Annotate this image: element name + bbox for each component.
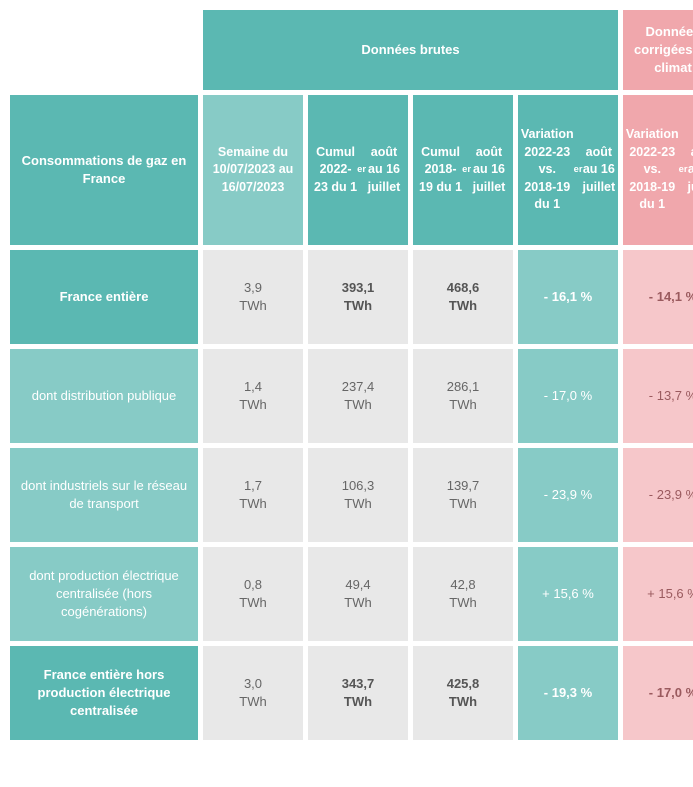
value-number: 343,7 bbox=[342, 675, 375, 693]
col-header-cumul-2223: Cumul 2022-23 du 1er août au 16 juillet bbox=[308, 95, 408, 245]
value-number: 1,7 bbox=[244, 477, 262, 495]
value-cell: 237,4TWh bbox=[308, 349, 408, 443]
value-number: 49,4 bbox=[345, 576, 370, 594]
value-unit: TWh bbox=[344, 495, 371, 513]
value-unit: TWh bbox=[239, 495, 266, 513]
value-number: 286,1 bbox=[447, 378, 480, 396]
variation-raw: - 19,3 % bbox=[518, 646, 618, 740]
col-header-var-raw: Variation 2022-23 vs. 2018-19 du 1er aoû… bbox=[518, 95, 618, 245]
value-number: 237,4 bbox=[342, 378, 375, 396]
value-unit: TWh bbox=[449, 396, 476, 414]
value-cell: 286,1TWh bbox=[413, 349, 513, 443]
value-cell: 425,8TWh bbox=[413, 646, 513, 740]
variation-corrected: - 23,9 % bbox=[623, 448, 693, 542]
variation-corrected: + 15,6 % bbox=[623, 547, 693, 641]
value-cell: 393,1TWh bbox=[308, 250, 408, 344]
value-number: 139,7 bbox=[447, 477, 480, 495]
value-cell: 139,7TWh bbox=[413, 448, 513, 542]
value-number: 3,9 bbox=[244, 279, 262, 297]
variation-corrected: - 13,7 % bbox=[623, 349, 693, 443]
value-unit: TWh bbox=[239, 297, 266, 315]
value-cell: 3,9TWh bbox=[203, 250, 303, 344]
value-cell: 468,6TWh bbox=[413, 250, 513, 344]
value-cell: 106,3TWh bbox=[308, 448, 408, 542]
row-label: France entière hors production électriqu… bbox=[10, 646, 198, 740]
value-cell: 42,8TWh bbox=[413, 547, 513, 641]
variation-raw: - 17,0 % bbox=[518, 349, 618, 443]
value-cell: 49,4TWh bbox=[308, 547, 408, 641]
col-header-var-corr: Variation 2022-23 vs. 2018-19 du 1er aoû… bbox=[623, 95, 693, 245]
value-number: 3,0 bbox=[244, 675, 262, 693]
value-cell: 3,0TWh bbox=[203, 646, 303, 740]
value-number: 1,4 bbox=[244, 378, 262, 396]
header-donnees-corrigees: Données corrigées du climat bbox=[623, 10, 693, 90]
value-unit: TWh bbox=[239, 693, 266, 711]
value-number: 42,8 bbox=[450, 576, 475, 594]
value-unit: TWh bbox=[449, 693, 477, 711]
variation-corrected: - 17,0 % bbox=[623, 646, 693, 740]
value-unit: TWh bbox=[449, 495, 476, 513]
row-label: dont distribution publique bbox=[10, 349, 198, 443]
value-unit: TWh bbox=[449, 594, 476, 612]
value-number: 106,3 bbox=[342, 477, 375, 495]
value-number: 393,1 bbox=[342, 279, 375, 297]
value-number: 468,6 bbox=[447, 279, 480, 297]
variation-raw: - 16,1 % bbox=[518, 250, 618, 344]
value-unit: TWh bbox=[239, 594, 266, 612]
value-unit: TWh bbox=[344, 693, 372, 711]
variation-corrected: - 14,1 % bbox=[623, 250, 693, 344]
value-cell: 343,7TWh bbox=[308, 646, 408, 740]
value-unit: TWh bbox=[344, 594, 371, 612]
value-unit: TWh bbox=[344, 297, 372, 315]
gas-consumption-table: Données brutes Données corrigées du clim… bbox=[10, 10, 683, 740]
value-unit: TWh bbox=[449, 297, 477, 315]
value-number: 425,8 bbox=[447, 675, 480, 693]
variation-raw: - 23,9 % bbox=[518, 448, 618, 542]
row-label: France entière bbox=[10, 250, 198, 344]
row-label: dont industriels sur le réseau de transp… bbox=[10, 448, 198, 542]
row-label: dont production électrique centralisée (… bbox=[10, 547, 198, 641]
col-header-cumul-1819: Cumul 2018-19 du 1er août au 16 juillet bbox=[413, 95, 513, 245]
empty-corner bbox=[10, 10, 198, 90]
variation-raw: + 15,6 % bbox=[518, 547, 618, 641]
value-cell: 1,4TWh bbox=[203, 349, 303, 443]
value-unit: TWh bbox=[239, 396, 266, 414]
header-donnees-brutes: Données brutes bbox=[203, 10, 618, 90]
row-header-title: Consommations de gaz en France bbox=[10, 95, 198, 245]
value-cell: 1,7TWh bbox=[203, 448, 303, 542]
value-unit: TWh bbox=[344, 396, 371, 414]
col-header-semaine: Semaine du 10/07/2023 au 16/07/2023 bbox=[203, 95, 303, 245]
value-cell: 0,8TWh bbox=[203, 547, 303, 641]
value-number: 0,8 bbox=[244, 576, 262, 594]
